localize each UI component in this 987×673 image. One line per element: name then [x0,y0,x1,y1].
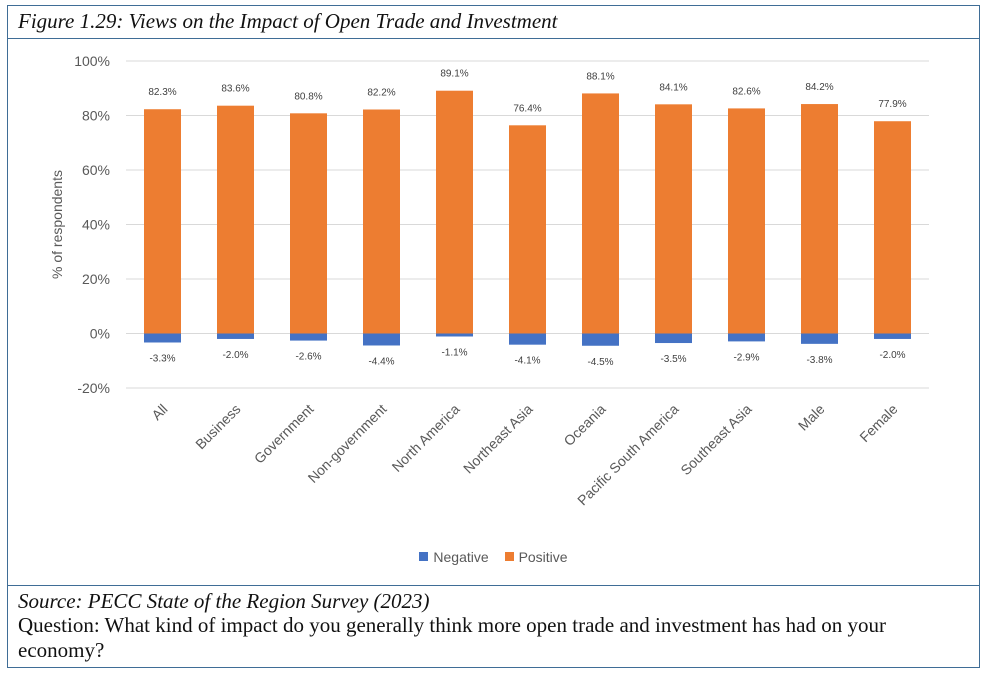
bar-positive [655,104,692,334]
figure-footer: Source: PECC State of the Region Survey … [8,585,979,667]
y-tick-label: 40% [82,217,110,233]
y-tick-label: -20% [77,380,110,396]
bar-positive [582,93,619,334]
y-tick-label: 0% [90,326,110,342]
x-tick-label: Southeast Asia [677,401,755,479]
source-note: Source: PECC State of the Region Survey … [18,589,430,613]
x-tick-label: Male [795,401,828,434]
y-axis-label: % of respondents [49,170,65,279]
x-tick-label: Non-government [305,401,390,486]
data-label-positive: 82.6% [732,86,760,97]
x-tick-label: Oceania [560,401,608,449]
bar-positive [436,90,473,334]
bar-negative [728,333,765,342]
x-tick-label: All [148,401,170,423]
data-label-negative: -4.4% [368,356,394,367]
legend-item-positive: Positive [504,548,568,565]
data-label-negative: -3.3% [149,353,175,364]
bar-positive [217,105,254,334]
bar-positive [874,121,911,334]
legend-label-negative: Negative [433,548,489,565]
data-label-positive: 89.1% [440,69,468,80]
bar-positive [290,113,327,334]
y-tick-label: 60% [82,162,110,178]
bar-negative [582,333,619,346]
data-label-negative: -4.5% [587,357,613,368]
bar-negative [509,333,546,345]
bar-negative [801,333,838,344]
data-label-positive: 77.9% [878,99,906,110]
data-label-positive: 83.6% [221,84,249,95]
y-tick-label: 80% [82,108,110,124]
data-label-negative: -2.0% [222,350,248,361]
legend-item-negative: Negative [419,548,489,565]
survey-question: Question: What kind of impact do you gen… [18,613,886,662]
data-label-positive: 80.8% [294,91,322,102]
legend-swatch-negative [419,552,429,561]
x-tick-label: Female [856,401,900,445]
x-tick-label: North America [389,401,463,475]
bar-negative [144,333,181,343]
chart-legend: Negative Positive [8,548,979,565]
data-label-negative: -1.1% [441,347,467,358]
bar-positive [801,104,838,334]
data-label-negative: -2.0% [879,350,905,361]
bar-positive [728,108,765,334]
figure-title: Figure 1.29: Views on the Impact of Open… [8,6,979,39]
data-label-positive: 84.2% [805,82,833,93]
data-label-negative: -2.6% [295,352,321,363]
data-label-negative: -2.9% [733,352,759,363]
x-tick-label: Government [251,401,317,467]
chart-area: -20% 0% 20% 40% 60% 80% 100% % of respondents 82… [8,39,979,585]
data-label-negative: -3.5% [660,354,686,365]
y-tick-label: 20% [82,271,110,287]
x-tick-label: Business [192,401,243,452]
data-label-positive: 82.2% [367,88,395,99]
bar-negative [217,333,254,339]
x-tick-label: Northeast Asia [460,401,536,477]
bar-negative [874,333,911,339]
bar-chart: -20% 0% 20% 40% 60% 80% 100% % of respondents 82… [49,53,929,508]
data-label-negative: -3.8% [806,355,832,366]
data-label-positive: 84.1% [659,82,687,93]
data-label-negative: -4.1% [514,356,540,367]
bar-positive [144,109,181,334]
y-tick-label: 100% [74,53,110,69]
legend-label-positive: Positive [518,548,568,565]
data-label-positive: 88.1% [586,71,614,82]
bar-negative [436,333,473,337]
legend-swatch-positive [504,552,514,561]
bar-negative [655,333,692,344]
bar-negative [363,333,400,346]
bar-positive [363,109,400,334]
bar-negative [290,333,327,341]
data-label-positive: 76.4% [513,103,541,114]
figure-frame: Figure 1.29: Views on the Impact of Open… [7,5,980,668]
data-label-positive: 82.3% [148,87,176,98]
bar-positive [509,125,546,334]
